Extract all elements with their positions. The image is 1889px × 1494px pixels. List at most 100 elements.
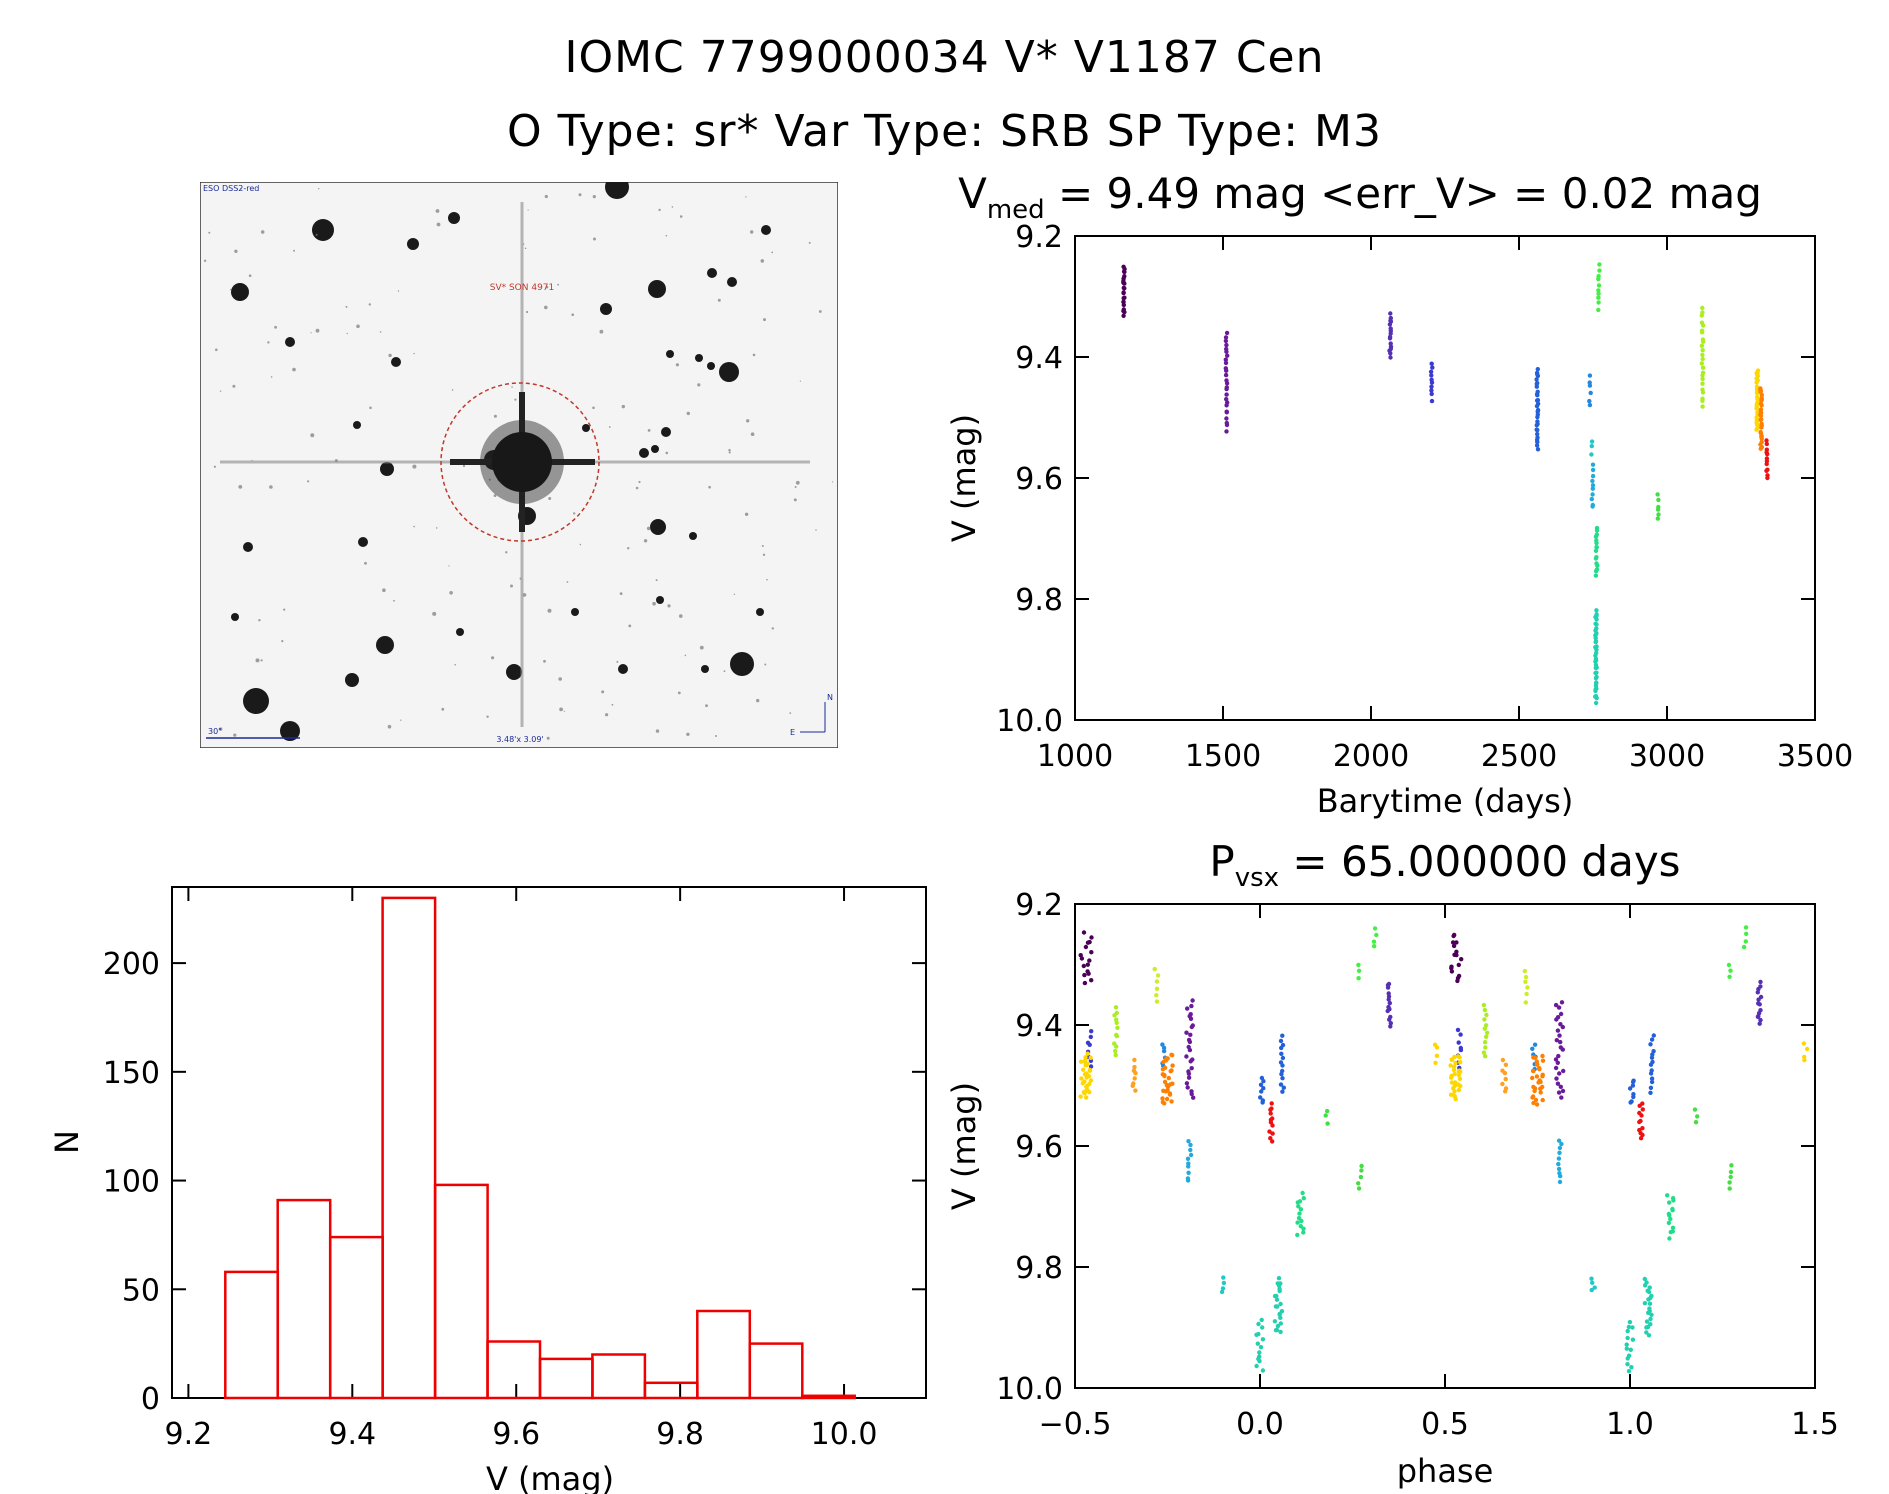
lightcurve-point xyxy=(1587,373,1593,378)
phased-point xyxy=(1434,1053,1440,1059)
lightcurve-point xyxy=(1223,357,1229,362)
field-star xyxy=(448,212,460,224)
phased-point xyxy=(1589,1287,1594,1293)
phased-point xyxy=(1667,1236,1672,1241)
lightcurve-point xyxy=(1594,608,1599,613)
phased-point xyxy=(1451,943,1457,949)
faint-star xyxy=(714,735,717,737)
phased-point xyxy=(1296,1204,1301,1209)
phased-point xyxy=(1459,957,1464,962)
phased-point xyxy=(1534,1062,1540,1067)
faint-star xyxy=(240,187,242,190)
phased-point xyxy=(1532,1055,1538,1061)
phased-title-main: P xyxy=(1209,837,1234,886)
field-star xyxy=(312,219,334,241)
phased-point xyxy=(1531,1100,1536,1106)
phased-point xyxy=(1088,1064,1094,1069)
phased-point xyxy=(1189,1066,1194,1071)
lightcurve-point xyxy=(1387,336,1393,341)
lightcurve-point xyxy=(1765,451,1770,457)
phased-point xyxy=(1081,1067,1086,1073)
phased-point xyxy=(1082,1091,1087,1096)
faint-star xyxy=(382,588,386,592)
lightcurve-point xyxy=(1699,361,1705,366)
phased-point xyxy=(1449,1080,1455,1085)
lightcurve-point xyxy=(1699,313,1705,318)
phased-point xyxy=(1532,1042,1538,1047)
faint-star xyxy=(449,591,453,595)
lightcurve-point xyxy=(1597,268,1602,273)
lightcurve-ylabel: V (mag) xyxy=(945,414,983,542)
lightcurve-title-sub: med xyxy=(987,195,1045,225)
lightcurve-point xyxy=(1388,331,1393,336)
faint-star xyxy=(752,353,756,357)
lightcurve-point xyxy=(1429,398,1435,404)
faint-star xyxy=(756,698,760,703)
phased-point xyxy=(1638,1136,1644,1141)
phased-point xyxy=(1523,979,1528,984)
phased-point xyxy=(1132,1064,1137,1070)
lightcurve-point xyxy=(1388,351,1393,356)
phased-point xyxy=(1220,1286,1226,1291)
phased-point xyxy=(1371,939,1377,944)
field-star xyxy=(456,628,464,636)
lightcurve-point xyxy=(1594,665,1599,670)
phased-point xyxy=(1455,978,1460,984)
lightcurve-point xyxy=(1764,468,1769,473)
field-star xyxy=(639,448,649,458)
lightcurve-point xyxy=(1594,528,1600,533)
phased-point xyxy=(1089,1029,1094,1034)
faint-star xyxy=(315,328,320,333)
faint-star xyxy=(493,414,497,418)
faint-star xyxy=(655,579,658,582)
lightcurve-point xyxy=(1596,276,1601,282)
faint-star xyxy=(717,298,721,302)
phased-point xyxy=(1261,1086,1266,1091)
lightcurve-point xyxy=(1597,262,1602,267)
phased-point xyxy=(1186,1170,1191,1176)
histogram-xtick-label: 10.0 xyxy=(811,1417,878,1452)
lightcurve-ytick-label: 10.0 xyxy=(996,704,1063,739)
phased-point xyxy=(1161,1059,1166,1065)
phased-point xyxy=(1260,1100,1265,1105)
phased-point xyxy=(1557,1071,1562,1076)
faint-star xyxy=(760,259,765,263)
faint-star xyxy=(750,230,754,234)
phased-point xyxy=(1221,1275,1226,1280)
faint-star xyxy=(292,367,296,372)
phased-point xyxy=(1088,1034,1094,1040)
faint-star xyxy=(318,188,320,190)
faint-star xyxy=(283,608,286,611)
object-id-title: IOMC 7799000034 V* V1187 Cen xyxy=(564,32,1325,83)
phased-point xyxy=(1170,1063,1175,1068)
phased-point xyxy=(1648,1071,1654,1076)
phased-point xyxy=(1084,1075,1089,1080)
phased-point xyxy=(1114,1033,1120,1039)
lightcurve-title-rest: = 9.49 mag <err_V> = 0.02 mag xyxy=(1045,169,1762,218)
lightcurve-point xyxy=(1596,307,1601,313)
phased-title: Pvsx = 65.000000 days xyxy=(1209,837,1680,893)
phased-point xyxy=(1280,1076,1285,1081)
phased-ytick-label: 10.0 xyxy=(996,1372,1063,1407)
faint-star xyxy=(635,486,639,490)
lightcurve-point xyxy=(1655,492,1660,497)
phased-point xyxy=(1278,1315,1283,1321)
phased-point xyxy=(1557,1145,1563,1151)
phased-point xyxy=(1165,1084,1171,1090)
phased-point xyxy=(1114,1044,1119,1049)
phased-point xyxy=(1692,1107,1698,1112)
lightcurve-point xyxy=(1593,568,1599,574)
field-star xyxy=(695,354,703,362)
faint-star xyxy=(708,485,711,489)
phased-point xyxy=(1667,1200,1672,1205)
faint-star xyxy=(448,565,450,567)
phased-point xyxy=(1167,1092,1173,1097)
phased-point xyxy=(1089,950,1094,955)
field-star xyxy=(285,337,295,347)
lightcurve-point xyxy=(1429,384,1434,389)
faint-star xyxy=(750,432,755,436)
lightcurve-point xyxy=(1535,431,1540,437)
phased-point xyxy=(1524,991,1529,997)
faint-star xyxy=(526,310,529,314)
lightcurve-point xyxy=(1224,422,1230,428)
